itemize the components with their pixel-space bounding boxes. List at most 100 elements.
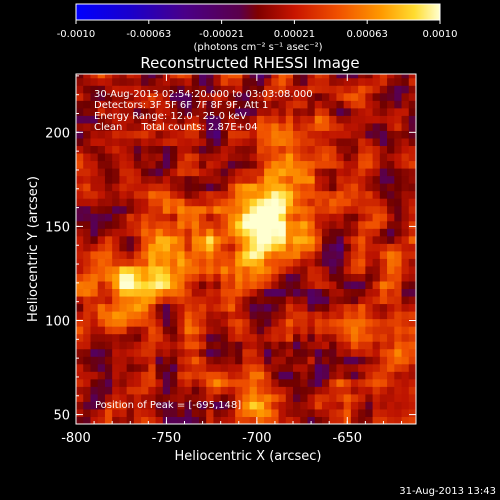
heatmap-cell [358, 153, 366, 162]
heatmap-cell [206, 235, 214, 244]
heatmap-cell [104, 145, 113, 154]
heatmap-cell [213, 243, 222, 252]
heatmap-cell [220, 85, 229, 94]
heatmap-cell [329, 205, 337, 214]
heatmap-cell [170, 250, 178, 259]
heatmap-cell [300, 408, 308, 417]
x-tick-label: -750 [152, 431, 182, 446]
heatmap-cell [249, 288, 258, 297]
heatmap-cell [256, 205, 265, 214]
heatmap-cell [76, 303, 84, 312]
heatmap-cell [83, 303, 91, 312]
heatmap-cell [97, 153, 106, 162]
heatmap-cell [343, 288, 352, 297]
heatmap-cell [119, 333, 128, 342]
heatmap-cell [372, 363, 381, 372]
heatmap-cell [285, 137, 294, 147]
heatmap-cell [264, 416, 272, 424]
heatmap-cell [213, 107, 222, 116]
heatmap-cell [256, 153, 265, 162]
heatmap-cell [162, 100, 171, 109]
heatmap-cell [256, 296, 265, 305]
heatmap-cell [155, 348, 164, 357]
heatmap-cell [191, 401, 200, 410]
heatmap-cell [141, 393, 149, 402]
heatmap-cell [148, 258, 157, 267]
heatmap-cell [249, 198, 258, 207]
heatmap-cell [133, 296, 142, 305]
heatmap-cell [191, 250, 200, 259]
heatmap-cell [148, 416, 157, 424]
heatmap-cell [220, 168, 229, 177]
heatmap-cell [249, 137, 258, 147]
x-tick-label: -800 [61, 431, 91, 446]
heatmap-cell [264, 122, 272, 131]
heatmap-cell [76, 296, 84, 305]
heatmap-cell [379, 205, 388, 214]
heatmap-cell [329, 273, 337, 282]
heatmap-cell [170, 183, 178, 192]
heatmap-cell [365, 243, 374, 252]
heatmap-cell [329, 168, 337, 177]
heatmap-cell [336, 85, 345, 94]
heatmap-cell [97, 107, 106, 116]
heatmap-cell [112, 213, 120, 222]
heatmap-cell [133, 371, 142, 380]
heatmap-cell [119, 311, 128, 320]
heatmap-cell [227, 213, 236, 222]
heatmap-cell [307, 243, 316, 252]
heatmap-cell [256, 401, 265, 410]
heatmap-cell [358, 213, 366, 222]
heatmap-cell [401, 408, 410, 417]
heatmap-cell [191, 77, 200, 86]
heatmap-cell [97, 265, 106, 274]
heatmap-cell [401, 175, 410, 184]
heatmap-cell [133, 250, 142, 259]
heatmap-cell [278, 243, 287, 252]
heatmap-cell [249, 416, 258, 424]
heatmap-cell [155, 416, 164, 424]
heatmap-cell [97, 303, 106, 312]
heatmap-cell [213, 153, 222, 162]
heatmap-cell [314, 378, 323, 387]
heatmap-cell [394, 107, 403, 116]
heatmap-cell [170, 356, 178, 365]
heatmap-cell [235, 130, 243, 139]
heatmap-cell [76, 168, 84, 177]
heatmap-cell [184, 311, 193, 320]
heatmap-cell [206, 311, 214, 320]
heatmap-cell [350, 280, 359, 290]
heatmap-cell [155, 175, 164, 184]
heatmap-cell [394, 416, 403, 424]
heatmap-cell [401, 213, 410, 222]
heatmap-cell [112, 168, 120, 177]
heatmap-cell [242, 160, 251, 169]
heatmap-cell [365, 153, 374, 162]
heatmap-cell [314, 160, 323, 169]
heatmap-cell [293, 220, 301, 229]
heatmap-cell [206, 153, 214, 162]
heatmap-cell [206, 371, 214, 380]
heatmap-cell [358, 318, 366, 327]
heatmap-cell [133, 363, 142, 372]
heatmap-cell [162, 160, 171, 169]
heatmap-cell [358, 145, 366, 154]
heatmap-cell [206, 393, 214, 402]
heatmap-cell [336, 265, 345, 274]
heatmap-cell [83, 100, 91, 109]
heatmap-cell [97, 74, 106, 79]
heatmap-cell [307, 288, 316, 297]
heatmap-cell [394, 235, 403, 244]
heatmap-cell [191, 92, 200, 101]
heatmap-cell [321, 145, 330, 154]
heatmap-cell [162, 213, 171, 222]
heatmap-cell [119, 205, 128, 214]
heatmap-cell [90, 228, 99, 237]
heatmap-cell [126, 130, 135, 139]
heatmap-cell [162, 235, 171, 244]
heatmap-cell [307, 401, 316, 410]
heatmap-cell [379, 296, 388, 305]
heatmap-cell [112, 311, 120, 320]
info-line-energy: Energy Range: 12.0 - 25.0 keV [94, 111, 247, 122]
heatmap-cell [264, 107, 272, 116]
